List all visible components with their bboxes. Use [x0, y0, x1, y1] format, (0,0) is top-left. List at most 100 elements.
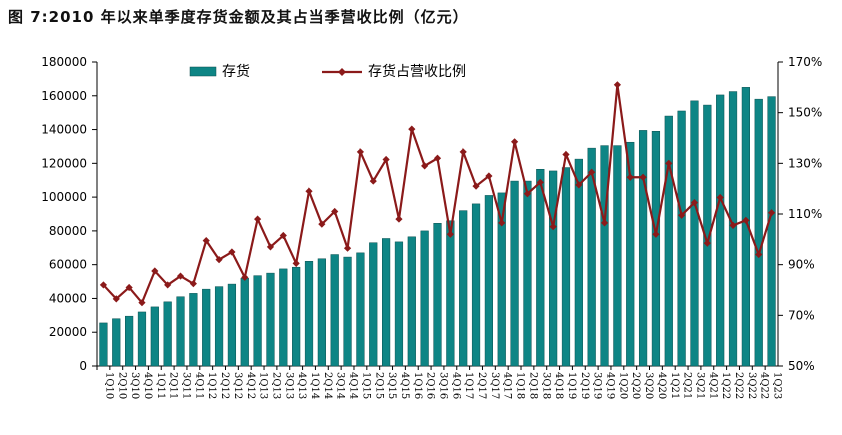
ratio-point [305, 187, 313, 195]
ratio-point [459, 148, 467, 156]
bar [574, 158, 583, 367]
bar [600, 145, 609, 367]
ratio-point [356, 148, 365, 156]
bar [356, 252, 365, 367]
x-tick-label: 4Q12 [245, 372, 256, 399]
x-tick-label: 4Q15 [399, 372, 410, 399]
ratio-point [485, 172, 493, 180]
bar [279, 268, 288, 367]
ratio-point [626, 173, 634, 181]
y-left-tick-label: 0 [79, 359, 87, 373]
bar [626, 141, 635, 367]
bar [587, 147, 596, 367]
ratio-point [472, 182, 480, 190]
x-tick-label: 3Q15 [386, 372, 397, 399]
x-tick-label: 3Q12 [232, 372, 243, 399]
bar [459, 210, 468, 367]
x-tick-label: 1Q22 [720, 372, 731, 399]
x-tick-label: 3Q22 [746, 372, 757, 399]
legend-label-line: 存货占营收比例 [368, 63, 466, 80]
bar [317, 258, 326, 367]
x-tick-label: 1Q15 [360, 372, 371, 399]
x-tick-label: 1Q13 [258, 372, 269, 399]
x-tick-label: 1Q11 [155, 372, 166, 399]
bar [767, 96, 776, 367]
ratio-point [446, 230, 454, 238]
ratio-point [498, 219, 506, 227]
x-tick-label: 4Q20 [656, 372, 667, 399]
bar [716, 94, 725, 367]
x-tick-label: 3Q14 [335, 372, 346, 399]
x-tick-label: 2Q17 [476, 372, 487, 399]
bar [536, 168, 545, 367]
y-right-tick-label: 150% [788, 106, 822, 120]
x-tick-label: 4Q21 [707, 372, 718, 399]
bar [240, 277, 249, 367]
bar [446, 220, 455, 367]
bar [266, 272, 275, 367]
x-tick-label: 3Q19 [592, 372, 603, 399]
ratio-point [266, 243, 275, 251]
ratio-point [652, 230, 660, 238]
x-tick-label: 4Q11 [193, 372, 204, 399]
bar [330, 254, 339, 367]
chart-title: 图 7:2010 年以来单季度存货金额及其占当季营收比例（亿元） [8, 8, 469, 26]
plot-area: 0 20000 40000 60000 80000 100000 120000 140000 1… [41, 55, 822, 399]
bar [253, 275, 262, 367]
bar [664, 115, 673, 367]
ratio-point [703, 239, 711, 247]
bar [394, 241, 404, 367]
x-tick-label: 4Q10 [142, 372, 153, 399]
bar [471, 203, 481, 367]
x-tick-label: 2Q11 [168, 372, 179, 399]
bar [497, 192, 506, 367]
x-tick-label: 2Q14 [322, 372, 333, 399]
ratio-point [421, 162, 429, 170]
ratio-point [536, 178, 544, 186]
y-left-tick-label: 160000 [41, 89, 87, 103]
x-tick-label: 2Q21 [682, 372, 693, 399]
x-tick-label: 1Q14 [309, 372, 320, 399]
ratio-point [690, 199, 699, 207]
x-tick-label: 1Q23 [772, 372, 783, 399]
bar [189, 293, 198, 367]
ratio-point [755, 250, 763, 259]
y-right-tick-label: 70% [788, 308, 815, 322]
bar [407, 236, 416, 367]
x-tick-label: 4Q19 [605, 372, 616, 399]
ratio-point [369, 177, 377, 185]
ratio-point [331, 207, 339, 216]
bar [523, 180, 532, 367]
x-tick-label: 1Q21 [669, 372, 680, 399]
ratio-point [523, 190, 532, 198]
ratio-point [382, 155, 390, 164]
x-tick-label: 1Q18 [515, 372, 526, 399]
ratio-point [254, 215, 262, 223]
x-tick-label: 1Q10 [103, 372, 114, 399]
x-tick-label: 3Q17 [489, 372, 500, 399]
ratio-point [112, 295, 120, 303]
x-tick-label: 1Q12 [206, 372, 217, 399]
bar [176, 296, 185, 367]
ratio-point [202, 237, 210, 245]
bar [613, 145, 622, 367]
ratio-point [729, 221, 737, 229]
ratio-point [99, 281, 108, 289]
ratio-point [433, 154, 442, 162]
bar [510, 180, 519, 367]
ratio-point [151, 267, 159, 275]
bar [112, 318, 121, 367]
ratio-point [176, 272, 185, 280]
ratio-point [279, 231, 287, 240]
bar [99, 322, 108, 367]
bar [677, 110, 686, 367]
x-tick-label: 4Q22 [759, 372, 770, 399]
bar [214, 286, 224, 367]
ratio-point [395, 215, 403, 223]
y-left-tick-label: 40000 [49, 291, 87, 305]
ratio-point [562, 150, 570, 159]
bar [651, 130, 661, 367]
x-tick-label: 4Q14 [348, 372, 359, 399]
x-tick-label: 4Q17 [502, 372, 513, 399]
ratio-point [228, 248, 236, 256]
